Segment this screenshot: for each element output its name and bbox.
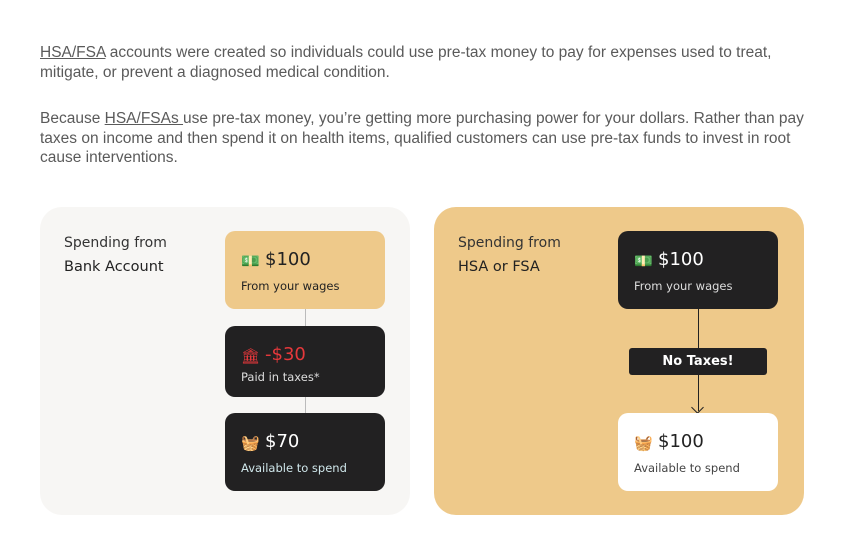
wages-card: 💵 $100 From your wages [225,231,385,309]
hsa-fsa-link[interactable]: HSA/FSA [40,44,106,61]
bank-account-panel: Spending from Bank Account 💵 $100 From yo… [40,207,410,515]
amount: $100 [265,249,311,270]
amount: $70 [265,431,300,452]
no-taxes-badge: No Taxes! [629,348,767,375]
basket-icon: 🧺 [634,434,653,452]
label-title: HSA or FSA [458,259,540,275]
intro-text: use pre-tax money, you’re getting more p… [40,110,804,166]
intro-text: Because [40,110,105,127]
available-card: 🧺 $100 Available to spend [618,413,778,491]
intro-paragraph-1: HSA/FSA accounts were created so individ… [40,43,820,82]
taxes-card: 🏛 -$30 Paid in taxes* [225,326,385,397]
caption: Available to spend [634,461,740,475]
arrow-down [305,397,306,413]
arrow-head [691,401,704,414]
available-card: 🧺 $70 Available to spend [225,413,385,491]
money-icon: 💵 [241,252,260,270]
wages-card: 💵 $100 From your wages [618,231,778,309]
intro-paragraph-2: Because HSA/FSAs use pre-tax money, you’… [40,109,820,168]
bank-panel-label: Spending from Bank Account [64,231,167,279]
hsa-fsas-link[interactable]: HSA/FSAs [104,110,184,127]
intro-text: accounts were created so individuals cou… [40,44,772,81]
label-line: Spending from [64,235,167,251]
amount: $100 [658,431,704,452]
caption: Paid in taxes* [241,370,320,384]
amount: $100 [658,249,704,270]
hsa-fsa-panel: Spending from HSA or FSA 💵 $100 From your… [434,207,804,515]
bank-building-icon: 🏛 [241,347,261,365]
label-line: Spending from [458,235,561,251]
amount: -$30 [265,344,306,365]
basket-icon: 🧺 [241,434,260,452]
money-icon: 💵 [634,252,653,270]
caption: Available to spend [241,461,347,475]
caption: From your wages [241,279,340,293]
hsa-panel-label: Spending from HSA or FSA [458,231,561,279]
label-title: Bank Account [64,259,164,275]
caption: From your wages [634,279,733,293]
arrow-down [305,309,306,326]
